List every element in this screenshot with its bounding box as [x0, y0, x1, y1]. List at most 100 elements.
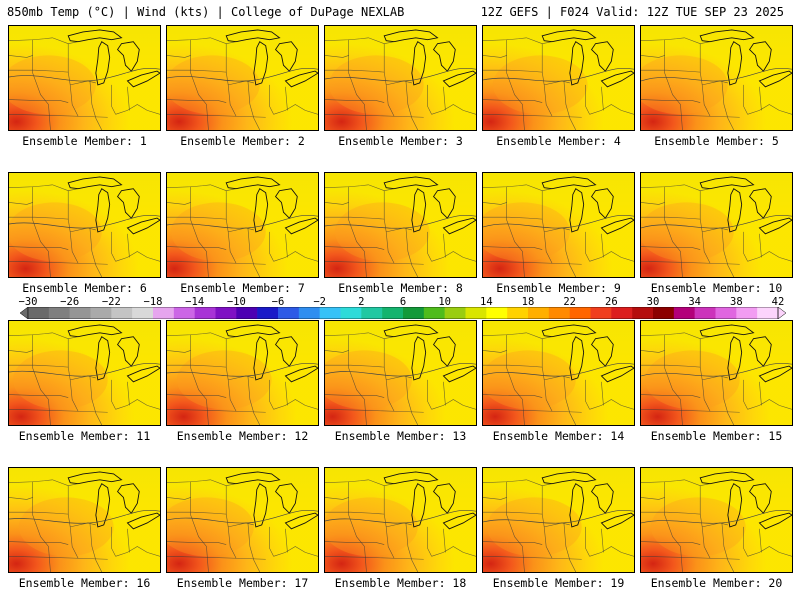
state-border: [115, 251, 160, 262]
state-border: [269, 84, 274, 115]
state-border: [111, 231, 116, 262]
state-border: [167, 479, 211, 484]
state-border: [541, 338, 553, 412]
state-border: [589, 104, 634, 115]
lake-erie: [442, 70, 476, 88]
state-border: [641, 69, 701, 73]
state-border: [325, 114, 424, 118]
lake-erie: [126, 217, 160, 235]
state-border: [526, 37, 553, 44]
lake-superior: [541, 29, 597, 43]
state-border: [247, 375, 261, 425]
member-label: Ensemble Member: 15: [650, 429, 783, 443]
temperature-map: [325, 468, 476, 572]
state-border: [9, 364, 69, 368]
isotherm-contour: [325, 363, 476, 377]
state-border: [483, 556, 582, 560]
ensemble-panel: [482, 25, 635, 131]
colorbar-tick-label: −30: [18, 296, 38, 308]
ensemble-panel: [166, 467, 319, 573]
state-border: [167, 261, 266, 265]
state-border: [9, 409, 108, 413]
member-label: Ensemble Member: 14: [492, 429, 625, 443]
colorbar-segment: [694, 307, 716, 319]
temperature-map: [167, 468, 318, 572]
state-border: [506, 39, 525, 130]
colorbar-segment: [215, 307, 237, 319]
state-border: [325, 184, 369, 189]
isotherm-contour: [483, 68, 634, 82]
state-border: [641, 246, 701, 250]
state-border: [285, 528, 288, 553]
lake-superior: [225, 29, 281, 43]
colorbar-segment: [569, 307, 591, 319]
state-border: [483, 216, 543, 220]
state-border: [721, 522, 735, 572]
state-border: [32, 334, 51, 425]
colorbar-segment: [69, 307, 91, 319]
state-border: [699, 43, 711, 117]
isotherm-contour: [9, 363, 160, 377]
state-border: [285, 381, 288, 406]
state-border: [52, 479, 79, 486]
colorbar-tick-label: 34: [688, 296, 701, 308]
lake-michigan: [95, 188, 111, 233]
state-border: [759, 528, 762, 553]
state-border: [427, 84, 432, 115]
state-border: [325, 69, 385, 73]
colorbar-segment: [590, 307, 612, 319]
state-border: [641, 409, 740, 413]
warm-anomaly-blob: [650, 497, 746, 557]
state-border: [483, 246, 543, 250]
state-border: [325, 350, 349, 353]
colorbar-tick-label: 38: [730, 296, 743, 308]
state-border: [348, 186, 367, 277]
colorbar-tick-label: 14: [480, 296, 493, 308]
temperature-map: [9, 468, 160, 572]
warm-anomaly-blob: [334, 202, 430, 262]
colorbar-tick-label: −26: [60, 296, 80, 308]
state-border: [190, 186, 209, 277]
state-border: [167, 69, 227, 73]
state-border: [641, 55, 665, 58]
state-border: [641, 394, 701, 398]
member-label: Ensemble Member: 2: [180, 134, 305, 148]
member-label: Ensemble Member: 1: [22, 134, 147, 148]
state-border: [368, 184, 395, 191]
warm-anomaly-blob: [176, 350, 272, 410]
colorbar-segment: [632, 307, 654, 319]
state-border: [747, 546, 792, 557]
state-border: [190, 39, 209, 130]
lake-superior: [383, 324, 439, 338]
warm-anomaly-blob: [12, 350, 108, 410]
ensemble-panel: [324, 172, 477, 278]
state-border: [167, 556, 266, 560]
ensemble-panel: [640, 25, 793, 131]
state-border: [747, 104, 792, 115]
state-border: [285, 86, 288, 111]
state-border: [641, 202, 665, 205]
colorbar-segment: [48, 307, 70, 319]
state-border: [664, 186, 683, 277]
state-border: [641, 332, 685, 337]
colorbar-segment: [153, 307, 175, 319]
colorbar-tick-label: −2: [313, 296, 326, 308]
state-border: [9, 479, 53, 484]
state-border: [427, 231, 432, 262]
state-border: [273, 251, 318, 262]
state-border: [9, 37, 53, 42]
lake-erie: [600, 217, 634, 235]
colorbar-tick-label: 42: [771, 296, 785, 308]
state-border: [641, 216, 701, 220]
state-border: [9, 202, 33, 205]
ensemble-panel: [166, 320, 319, 426]
state-border: [483, 202, 507, 205]
state-border: [89, 227, 103, 277]
colorbar-tick-label: −14: [185, 296, 205, 308]
lake-superior: [699, 29, 755, 43]
lake-erie: [758, 217, 792, 235]
colorbar-tick-label: −18: [143, 296, 163, 308]
lake-michigan: [95, 41, 111, 86]
member-label: Ensemble Member: 13: [334, 429, 467, 443]
colorbar-segment: [507, 307, 529, 319]
